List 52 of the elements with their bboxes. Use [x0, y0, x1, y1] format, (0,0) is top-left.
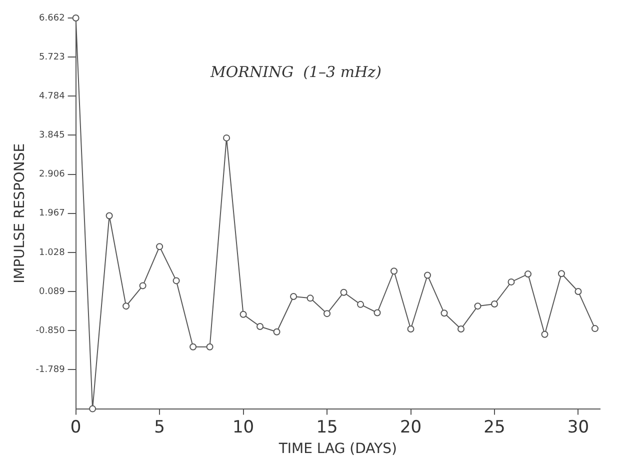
- point: [390, 268, 398, 275]
- point: [256, 322, 264, 330]
- point: [139, 282, 146, 290]
- y-tick-label: -1.789: [36, 365, 66, 376]
- point: [172, 277, 180, 284]
- x-tick-label: 10: [232, 417, 254, 438]
- point: [223, 134, 230, 142]
- point: [324, 310, 331, 318]
- y-tick-label: 1.967: [39, 208, 65, 219]
- point: [106, 212, 113, 220]
- point: [407, 325, 414, 332]
- x-tick-label: 15: [316, 417, 338, 438]
- point: [424, 272, 432, 279]
- point: [574, 288, 582, 296]
- point: [357, 300, 364, 308]
- x-axis-title: TIME LAG (DAYS): [278, 441, 398, 458]
- x-tick-label: 25: [484, 417, 506, 438]
- point: [89, 405, 96, 412]
- point: [458, 325, 464, 332]
- y-axis-title: IMPULSE RESPONSE: [12, 143, 28, 284]
- point: [206, 343, 214, 350]
- point: [156, 243, 164, 250]
- point: [273, 328, 280, 336]
- point: [340, 288, 348, 296]
- point: [374, 309, 381, 316]
- point: [190, 343, 197, 350]
- point: [508, 278, 515, 286]
- x-tick-label: 20: [400, 417, 422, 438]
- y-tick-label: 3.845: [39, 130, 65, 141]
- y-tick-label: 4.784: [39, 92, 66, 102]
- point: [440, 310, 448, 317]
- y-tick-label: 6.662: [39, 13, 65, 24]
- point: [72, 14, 80, 22]
- point: [591, 325, 598, 332]
- point: [240, 310, 247, 318]
- y-tick-label: -0.850: [36, 326, 66, 336]
- text: MORNING (1–3 mHz): [210, 62, 382, 81]
- y-tick-label: 5.723: [39, 52, 65, 62]
- y-tick-label: 1.028: [39, 248, 66, 258]
- point: [122, 302, 130, 310]
- x-tick-label: 0: [70, 417, 82, 438]
- point: [490, 300, 498, 308]
- point: [558, 270, 565, 278]
- y-tick-label: 0.089: [39, 286, 66, 297]
- x-tick-label: 30: [567, 417, 590, 438]
- point: [524, 270, 532, 278]
- x-tick-label: 5: [154, 417, 165, 438]
- point: [474, 302, 482, 310]
- y-tick-label: 2.906: [39, 170, 66, 180]
- point: [541, 330, 548, 338]
- point: [306, 294, 314, 302]
- point: [290, 293, 298, 300]
